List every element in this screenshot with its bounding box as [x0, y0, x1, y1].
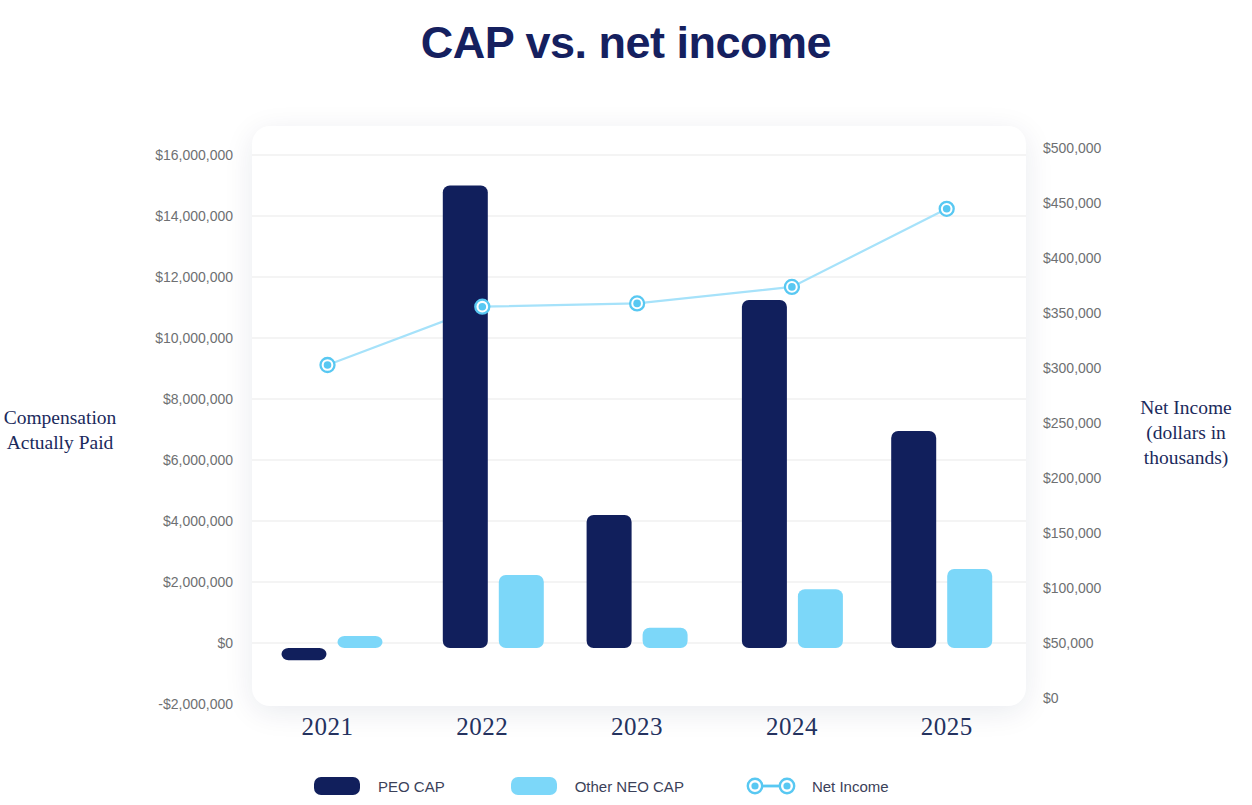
x-axis-label-2023: 2023 [567, 713, 707, 741]
net-income-marker-dot [324, 361, 332, 369]
bar-other-neo-cap-2025 [947, 569, 992, 648]
left-axis-tick: $14,000,000 [155, 208, 233, 224]
legend-label-peo-cap: PEO CAP [378, 778, 445, 795]
left-axis-tick: $16,000,000 [155, 147, 233, 163]
right-axis-tick: $100,000 [1043, 580, 1102, 596]
left-axis-tick: $8,000,000 [163, 391, 233, 407]
right-axis-tick: $0 [1043, 690, 1059, 706]
left-axis-tick: $10,000,000 [155, 330, 233, 346]
legend-swatch-peo-cap [314, 777, 360, 795]
net-income-marker-dot [943, 205, 951, 213]
legend-label-other-neo-cap: Other NEO CAP [575, 778, 684, 795]
right-axis-tick: $200,000 [1043, 470, 1102, 486]
net-income-line [328, 209, 947, 365]
x-axis-label-2025: 2025 [877, 713, 1017, 741]
x-axis-label-2021: 2021 [258, 713, 398, 741]
legend-label-net-income: Net Income [812, 778, 889, 795]
bar-peo-cap-2021 [282, 648, 327, 660]
bar-peo-cap-2022 [443, 186, 488, 649]
right-axis-tick: $350,000 [1043, 305, 1102, 321]
net-income-marker-dot [479, 303, 487, 311]
right-axis-tick: $150,000 [1043, 525, 1102, 541]
x-axis-label-2022: 2022 [412, 713, 552, 741]
chart-page: CAP vs. net income Compensation Actually… [0, 0, 1252, 805]
right-axis-tick: $500,000 [1043, 140, 1102, 156]
left-axis-tick: $2,000,000 [163, 574, 233, 590]
bar-other-neo-cap-2022 [499, 575, 544, 648]
left-axis-tick: $12,000,000 [155, 269, 233, 285]
bar-peo-cap-2024 [742, 300, 787, 648]
legend-swatch-other-neo-cap [511, 777, 557, 795]
right-axis-tick: $50,000 [1043, 635, 1094, 651]
net-income-line-icon [744, 775, 798, 797]
right-axis-tick: $400,000 [1043, 250, 1102, 266]
legend: PEO CAP Other NEO CAP Net Income [314, 774, 889, 798]
net-income-marker-dot [633, 300, 641, 308]
net-income-marker-dot [788, 283, 796, 291]
bar-other-neo-cap-2024 [798, 589, 843, 648]
bar-other-neo-cap-2023 [643, 628, 688, 648]
right-axis-tick: $450,000 [1043, 195, 1102, 211]
left-axis-tick: $6,000,000 [163, 452, 233, 468]
left-axis-tick: -$2,000,000 [158, 696, 233, 712]
right-axis-tick: $300,000 [1043, 360, 1102, 376]
chart-plot: $16,000,000 $14,000,000 $12,000,000 $10,000… [0, 0, 1252, 805]
right-axis-tick: $250,000 [1043, 415, 1102, 431]
left-axis-tick: $4,000,000 [163, 513, 233, 529]
bar-peo-cap-2025 [891, 431, 936, 648]
x-axis-label-2024: 2024 [722, 713, 862, 741]
bar-peo-cap-2023 [587, 515, 632, 648]
bar-other-neo-cap-2021 [338, 636, 383, 648]
left-axis-tick: $0 [217, 635, 233, 651]
